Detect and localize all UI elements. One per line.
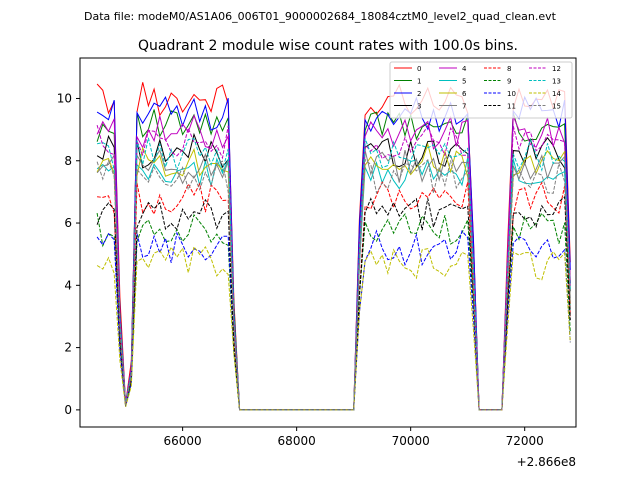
y-tick-label: 10 <box>57 91 72 105</box>
x-tick-label: 70000 <box>392 434 430 448</box>
legend-label-15: 15 <box>552 103 561 111</box>
x-tick-label: 68000 <box>278 434 316 448</box>
series-line-13 <box>97 137 571 411</box>
y-tick-label: 8 <box>64 154 72 168</box>
x-tick-label: 72000 <box>506 434 544 448</box>
data-file-label: Data file: modeM0/AS1A06_006T01_90000026… <box>84 10 557 23</box>
legend-label-8: 8 <box>507 65 511 73</box>
legend-label-5: 5 <box>462 78 466 86</box>
series-line-11 <box>96 195 571 411</box>
series-line-5 <box>96 157 571 411</box>
legend-label-2: 2 <box>417 90 421 98</box>
legend-label-10: 10 <box>507 90 516 98</box>
series-lines <box>96 82 571 411</box>
legend-label-14: 14 <box>552 90 561 98</box>
legend-label-7: 7 <box>462 103 466 111</box>
series-line-1 <box>96 109 571 411</box>
legend-label-11: 11 <box>507 103 516 111</box>
legend-label-6: 6 <box>462 90 467 98</box>
series-line-15 <box>96 158 571 411</box>
series-line-7 <box>96 149 571 411</box>
legend-label-0: 0 <box>417 65 421 73</box>
x-axis-ticks: 66000 68000 70000 72000 <box>164 427 544 448</box>
series-line-14 <box>96 245 571 411</box>
legend-label-9: 9 <box>507 78 511 86</box>
y-tick-label: 2 <box>64 341 72 355</box>
series-line-9 <box>96 212 571 411</box>
series-line-6 <box>96 142 571 411</box>
legend-label-1: 1 <box>417 78 421 86</box>
x-tick-label: 66000 <box>164 434 202 448</box>
legend-label-3: 3 <box>417 103 421 111</box>
legend-frame <box>389 61 573 119</box>
series-line-10 <box>96 229 571 411</box>
y-tick-label: 4 <box>64 278 72 292</box>
legend-label-4: 4 <box>462 65 467 73</box>
series-line-0 <box>96 82 571 411</box>
plot-frame <box>79 57 577 428</box>
series-line-8 <box>97 181 571 411</box>
y-tick-label: 0 <box>64 403 72 417</box>
chart-title: Quadrant 2 module wise count rates with … <box>138 38 518 54</box>
y-axis-ticks: 0 2 4 6 8 10 <box>57 91 80 417</box>
legend-label-12: 12 <box>552 65 561 73</box>
x-offset-label: +2.866e8 <box>517 455 576 469</box>
series-line-12 <box>96 124 571 411</box>
y-tick-label: 6 <box>64 216 72 230</box>
legend-label-13: 13 <box>552 78 561 86</box>
